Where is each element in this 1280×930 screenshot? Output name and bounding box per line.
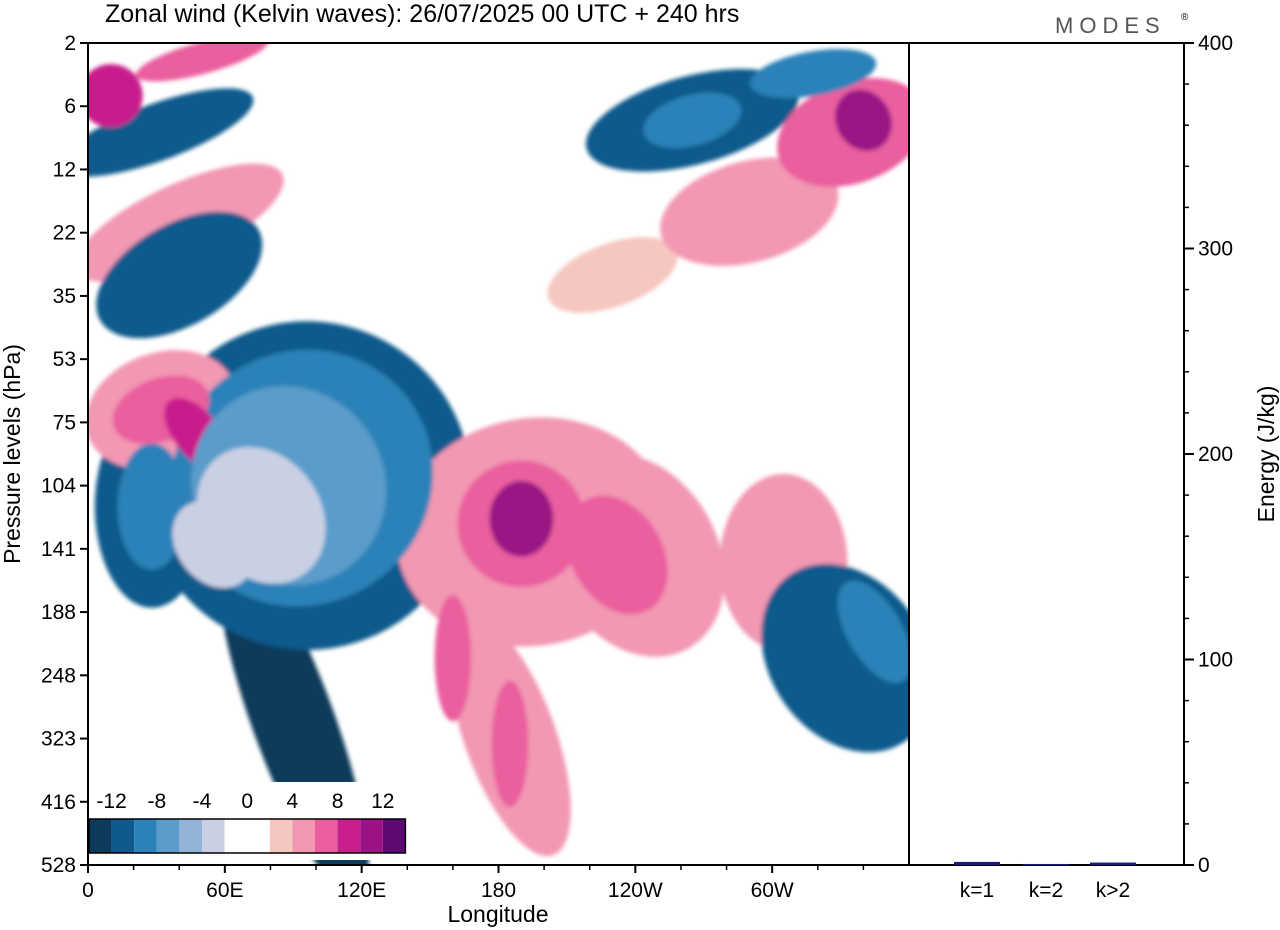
longitude-axis: 0 60E 120E 180 120W 60W: [82, 865, 865, 902]
wind-anomaly-easterly: [750, 49, 877, 98]
colorbar-swatch: [292, 819, 315, 853]
colorbar-swatch: [269, 819, 293, 853]
wind-anomaly-westerly: [566, 495, 668, 615]
pressure-tick-label: 2: [64, 32, 76, 55]
energy-tick-label: 300: [1198, 238, 1233, 261]
colorbar-label: -8: [147, 790, 166, 813]
longitude-tick-label: 0: [82, 879, 94, 902]
wind-anomaly-easterly: [643, 92, 742, 148]
chart-title: Zonal wind (Kelvin waves): 26/07/2025 00…: [105, 0, 739, 28]
wind-anomaly-westerly: [547, 237, 678, 313]
energy-frame: [908, 42, 1185, 866]
wind-anomaly-westerly: [489, 480, 554, 557]
pressure-tick-label: 6: [64, 95, 76, 118]
colorbar-swatch: [382, 819, 406, 853]
longitude-tick-label: 180: [481, 879, 516, 902]
colorbar: -12 -8 -4 0 4 8 12: [85, 782, 412, 860]
colorbar-swatch: [247, 819, 270, 853]
pressure-tick-label: 323: [41, 728, 76, 751]
energy-bar-1: [954, 861, 1000, 865]
y-axis-label: Pressure levels (hPa): [0, 344, 25, 564]
wind-anomaly-westerly: [660, 157, 839, 267]
wind-anomaly-easterly: [88, 88, 254, 177]
longitude-tick-label: 60W: [751, 879, 794, 902]
pressure-tick-label: 12: [53, 158, 76, 181]
pressure-tick-label: 188: [41, 601, 76, 624]
wind-anomaly-westerly: [434, 594, 472, 722]
energy-tick-label: 400: [1198, 32, 1233, 55]
longitude-tick-label: 120E: [337, 879, 386, 902]
pressure-tick-label: 53: [53, 348, 76, 371]
colorbar-label: 8: [332, 790, 344, 813]
pressure-tick-label: 104: [41, 475, 76, 498]
energy-bars: k=1 k=2 k>2: [954, 861, 1136, 902]
colorbar-label: 12: [371, 790, 394, 813]
colorbar-label: 0: [241, 790, 253, 813]
energy-tick-label: 200: [1198, 443, 1233, 466]
pressure-tick-label: 35: [53, 285, 76, 308]
longitude-tick-label: 60E: [206, 879, 243, 902]
colorbar-swatch: [315, 819, 338, 853]
wind-anomaly-westerly: [88, 64, 143, 128]
pressure-tick-label: 416: [41, 791, 76, 814]
colorbar-swatch: [156, 819, 180, 853]
colorbar-label: -12: [96, 790, 126, 813]
colorbar-swatch: [89, 819, 112, 853]
colorbar-swatch: [111, 819, 135, 853]
colorbar-swatch: [360, 819, 383, 853]
wind-anomaly-easterly: [96, 211, 263, 339]
pressure-tick-label: 248: [41, 664, 76, 687]
colorbar-label: -4: [193, 790, 212, 813]
energy-bar-2: [1023, 863, 1069, 866]
wind-anomaly-easterly: [172, 500, 255, 588]
energy-bar-label: k=2: [1029, 879, 1063, 902]
energy-tick-label: 100: [1198, 649, 1233, 672]
heatmap-plot: [88, 43, 909, 865]
energy-bar-label: k=1: [960, 879, 994, 902]
wind-anomaly-westerly: [834, 89, 892, 151]
pressure-tick-label: 528: [41, 854, 76, 877]
pressure-tick-label: 22: [53, 222, 76, 245]
colorbar-label: 4: [287, 790, 299, 813]
energy-axis-label: Energy (J/kg): [1253, 386, 1279, 523]
colorbar-swatch: [224, 819, 248, 853]
wind-anomaly-easterly: [117, 443, 187, 570]
energy-tick-label: 0: [1198, 854, 1210, 877]
colorbar-swatch: [202, 819, 225, 853]
energy-axis: 0 100 200 300 400: [1184, 32, 1233, 877]
colorbar-swatch: [337, 819, 361, 853]
brand-logo: MODES: [1055, 13, 1166, 38]
x-axis-label: Longitude: [447, 901, 548, 927]
brand-registered-mark: ®: [1181, 12, 1189, 23]
colorbar-swatch: [179, 819, 202, 853]
pressure-axis: 2 6 12 22 35 53 75 104 141 188 248 323 416 528: [41, 32, 88, 877]
pressure-tick-label: 141: [41, 538, 76, 561]
energy-bar-3: [1090, 862, 1136, 865]
pressure-tick-label: 75: [53, 411, 76, 434]
longitude-tick-label: 120W: [608, 879, 663, 902]
wind-anomaly-westerly: [135, 43, 269, 82]
wind-anomaly-westerly: [491, 680, 529, 808]
energy-bar-label: k>2: [1096, 879, 1130, 902]
colorbar-swatch: [134, 819, 157, 853]
wind-anomaly-easterly: [837, 580, 909, 683]
